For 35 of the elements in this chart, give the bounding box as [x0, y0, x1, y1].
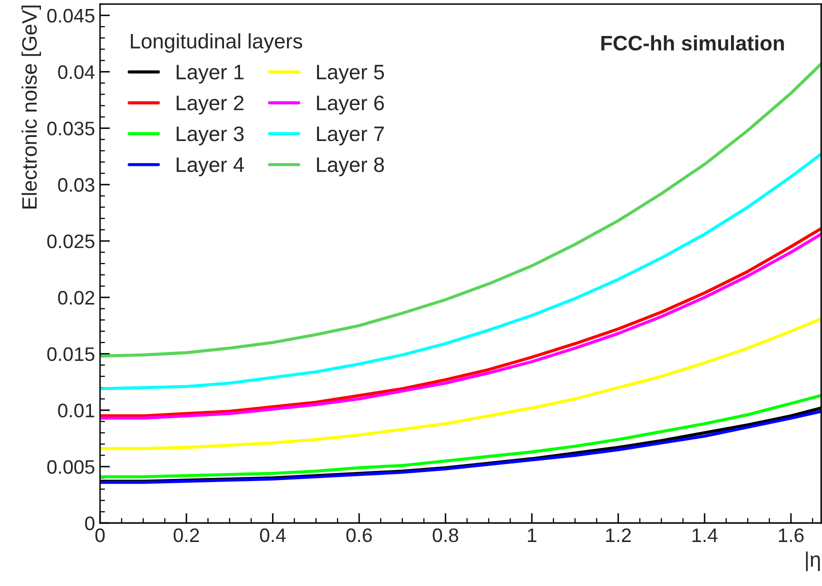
x-axis-title: |η — [806, 552, 820, 572]
y-tick-label: 0.025 — [47, 234, 94, 248]
line-series — [100, 152, 822, 390]
line-series — [100, 62, 822, 358]
legend-label: Layer 1 — [176, 64, 244, 84]
legend-label: Layer 8 — [317, 157, 384, 176]
x-tick-label: 0.8 — [432, 528, 458, 542]
y-tick-label: 0.035 — [47, 122, 94, 136]
legend-title: Longitudinal layers — [130, 33, 302, 53]
x-tick-label: 1.2 — [606, 528, 631, 542]
line-series — [100, 317, 822, 450]
annotation: FCC-hh simulation — [601, 35, 784, 51]
y-axis-title: Electronic noise [GeV] — [22, 6, 41, 208]
y-tick-label: 0.04 — [58, 65, 95, 80]
y-tick-label: 0.045 — [47, 8, 94, 23]
x-tick-label: 1.6 — [778, 528, 804, 542]
legend-label: Layer 6 — [317, 96, 384, 114]
legend-label: Layer 4 — [176, 158, 244, 176]
x-tick-label: 0.2 — [174, 528, 199, 542]
x-tick-label: 0.4 — [260, 528, 286, 542]
line-series — [100, 394, 822, 478]
legend-label: Layer 2 — [176, 96, 244, 114]
x-tick-label: 1.4 — [692, 528, 718, 542]
y-tick-label: 0.01 — [58, 404, 94, 418]
x-tick-label: 1 — [528, 528, 536, 542]
x-tick-label: 0 — [95, 528, 105, 542]
x-tick-label: 0.6 — [346, 528, 372, 542]
legend-label: Layer 5 — [317, 64, 384, 84]
y-tick-label: 0.03 — [58, 178, 94, 192]
legend-label: Layer 7 — [317, 126, 384, 146]
y-tick-label: 0.02 — [58, 290, 94, 305]
y-tick-label: 0.005 — [47, 460, 94, 474]
y-tick-label: 0 — [85, 516, 94, 530]
y-tick-label: 0.015 — [47, 347, 94, 362]
legend-label: Layer 3 — [176, 126, 244, 146]
